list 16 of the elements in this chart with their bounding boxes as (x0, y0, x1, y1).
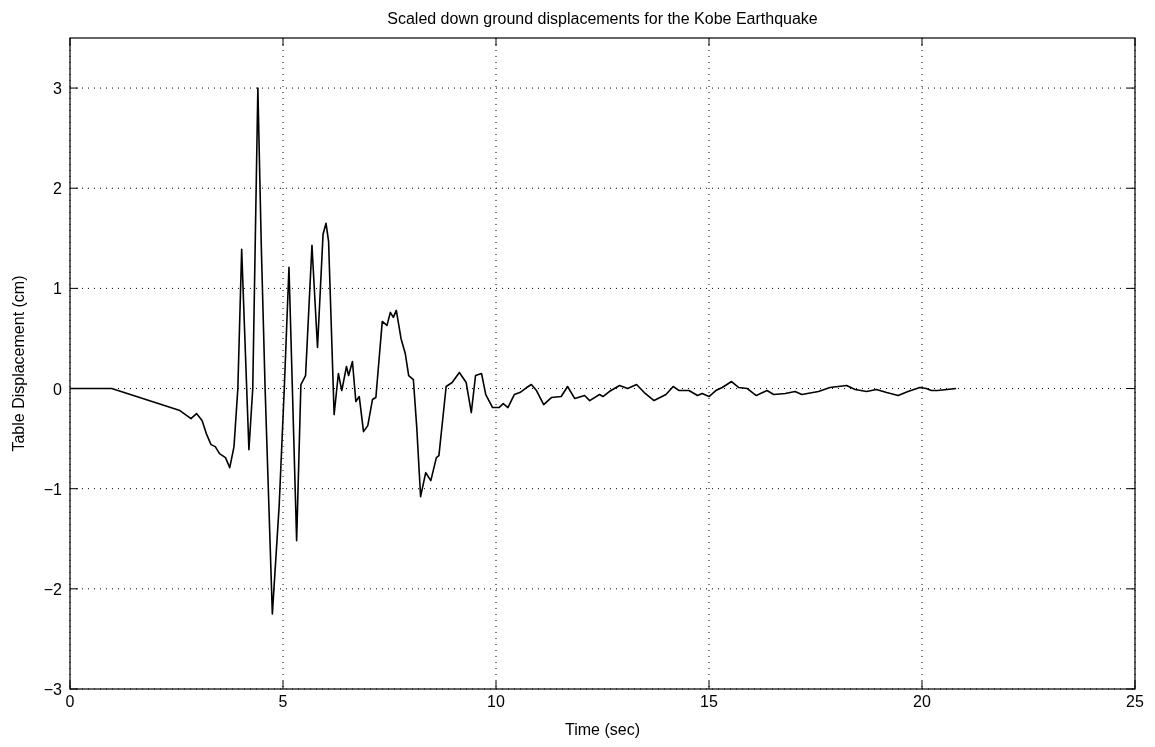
x-tick-label: 10 (487, 693, 505, 710)
y-tick-label: 0 (53, 380, 63, 398)
x-tick-label: 0 (65, 693, 75, 710)
x-axis-title: Time (sec) (565, 721, 640, 738)
y-tick-label: 1 (53, 280, 63, 298)
y-tick-label: −3 (43, 681, 63, 698)
x-tick-label: 25 (1126, 693, 1144, 710)
y-tick-label: −1 (43, 480, 63, 498)
x-tick-label: 20 (913, 693, 931, 710)
y-tick-label: −2 (43, 580, 63, 598)
y-tick-label: 3 (53, 80, 63, 98)
chart-title: Scaled down ground displacements for the Kobe Earthquake (387, 10, 818, 27)
y-tick-label: 2 (53, 180, 63, 198)
x-tick-label: 5 (278, 693, 288, 710)
x-tick-label: 15 (700, 693, 718, 710)
y-axis-title: Table Displacement (cm) (10, 275, 27, 452)
